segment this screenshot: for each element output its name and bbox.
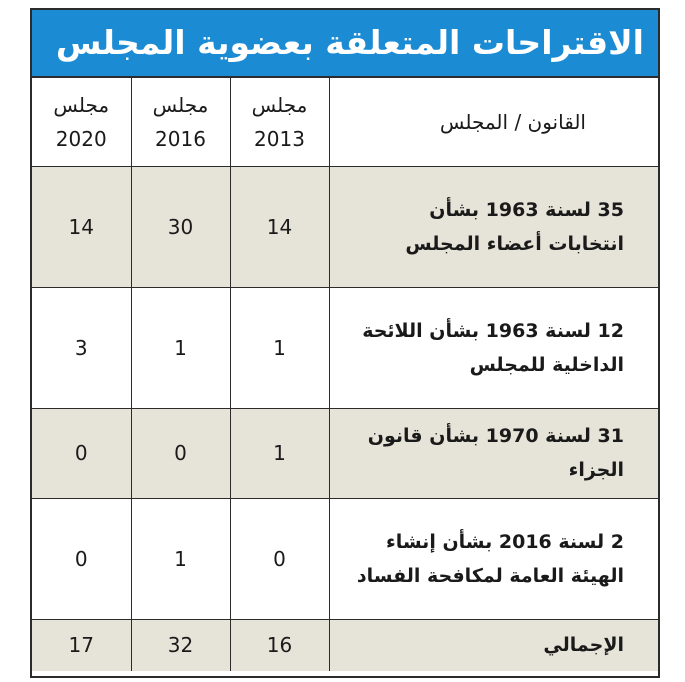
total-value: 17 [32, 618, 132, 671]
value-cell: 0 [32, 497, 132, 620]
law-text: 35 لسنة 1963 بشأن [429, 198, 624, 221]
header-cell: القانون / المجلس [328, 78, 658, 167]
value-cell: 1 [130, 286, 231, 409]
law-text: 31 لسنة 1970 بشأن قانون [367, 425, 624, 447]
header-text: القانون / المجلس [439, 109, 586, 134]
value-cell: 1 [130, 497, 231, 620]
law-text: الهيئة العامة لمكافحة الفساد [356, 564, 624, 587]
value-cell: 3 [32, 286, 132, 409]
data-row: 31 لسنة 1970 بشأن قانون الجزاء 1 0 0 [32, 407, 658, 499]
header-cell: مجلس 2016 [130, 78, 231, 167]
data-row: 35 لسنة 1963 بشأن انتخابات أعضاء المجلس 14… [32, 165, 658, 288]
data-row: 2 لسنة 2016 بشأن إنشاء الهيئة العامة لمكا… [32, 497, 658, 620]
value-cell: 1 [229, 286, 330, 409]
header-text: 2020 [55, 126, 107, 151]
table: القانون / المجلس مجلس 2013 مجلس 2016 مجلس 2020… [32, 78, 658, 671]
data-row: 12 لسنة 1963 بشأن اللائحة الداخلية للمجلس… [32, 286, 658, 409]
total-value: 16 [229, 618, 330, 671]
header-row: القانون / المجلس مجلس 2013 مجلس 2016 مجلس 2020 [32, 78, 658, 167]
law-cell: 2 لسنة 2016 بشأن إنشاء الهيئة العامة لمكا… [328, 497, 658, 620]
value-cell: 0 [32, 407, 132, 499]
total-label: الإجمالي [328, 618, 658, 671]
header-text: مجلس [152, 92, 209, 117]
law-cell: 12 لسنة 1963 بشأن اللائحة الداخلية للمجلس [328, 286, 658, 409]
header-text: مجلس [53, 92, 110, 117]
total-row: الإجمالي 16 32 17 [32, 618, 658, 671]
value-cell: 0 [229, 497, 330, 620]
value-cell: 0 [130, 407, 231, 499]
header-cell: مجلس 2013 [229, 78, 330, 167]
header-text: مجلس [251, 92, 308, 117]
value-cell: 14 [32, 165, 132, 288]
law-text: 2 لسنة 2016 بشأن إنشاء [386, 530, 624, 553]
total-value: 32 [130, 618, 231, 671]
title: الاقتراحات المتعلقة بعضوية المجلس [32, 10, 658, 78]
table-frame: الاقتراحات المتعلقة بعضوية المجلس القانو… [30, 8, 660, 678]
law-text: 12 لسنة 1963 بشأن اللائحة [362, 319, 624, 342]
law-cell: 35 لسنة 1963 بشأن انتخابات أعضاء المجلس [328, 165, 658, 288]
header-text: 2016 [155, 126, 206, 151]
law-text: الجزاء [568, 459, 624, 481]
law-text: انتخابات أعضاء المجلس [405, 232, 624, 255]
law-cell: 31 لسنة 1970 بشأن قانون الجزاء [328, 407, 658, 499]
value-cell: 14 [229, 165, 330, 288]
header-cell: مجلس 2020 [32, 78, 132, 167]
value-cell: 1 [229, 407, 330, 499]
law-text: الداخلية للمجلس [469, 353, 624, 376]
value-cell: 30 [130, 165, 231, 288]
header-text: 2013 [254, 126, 305, 151]
